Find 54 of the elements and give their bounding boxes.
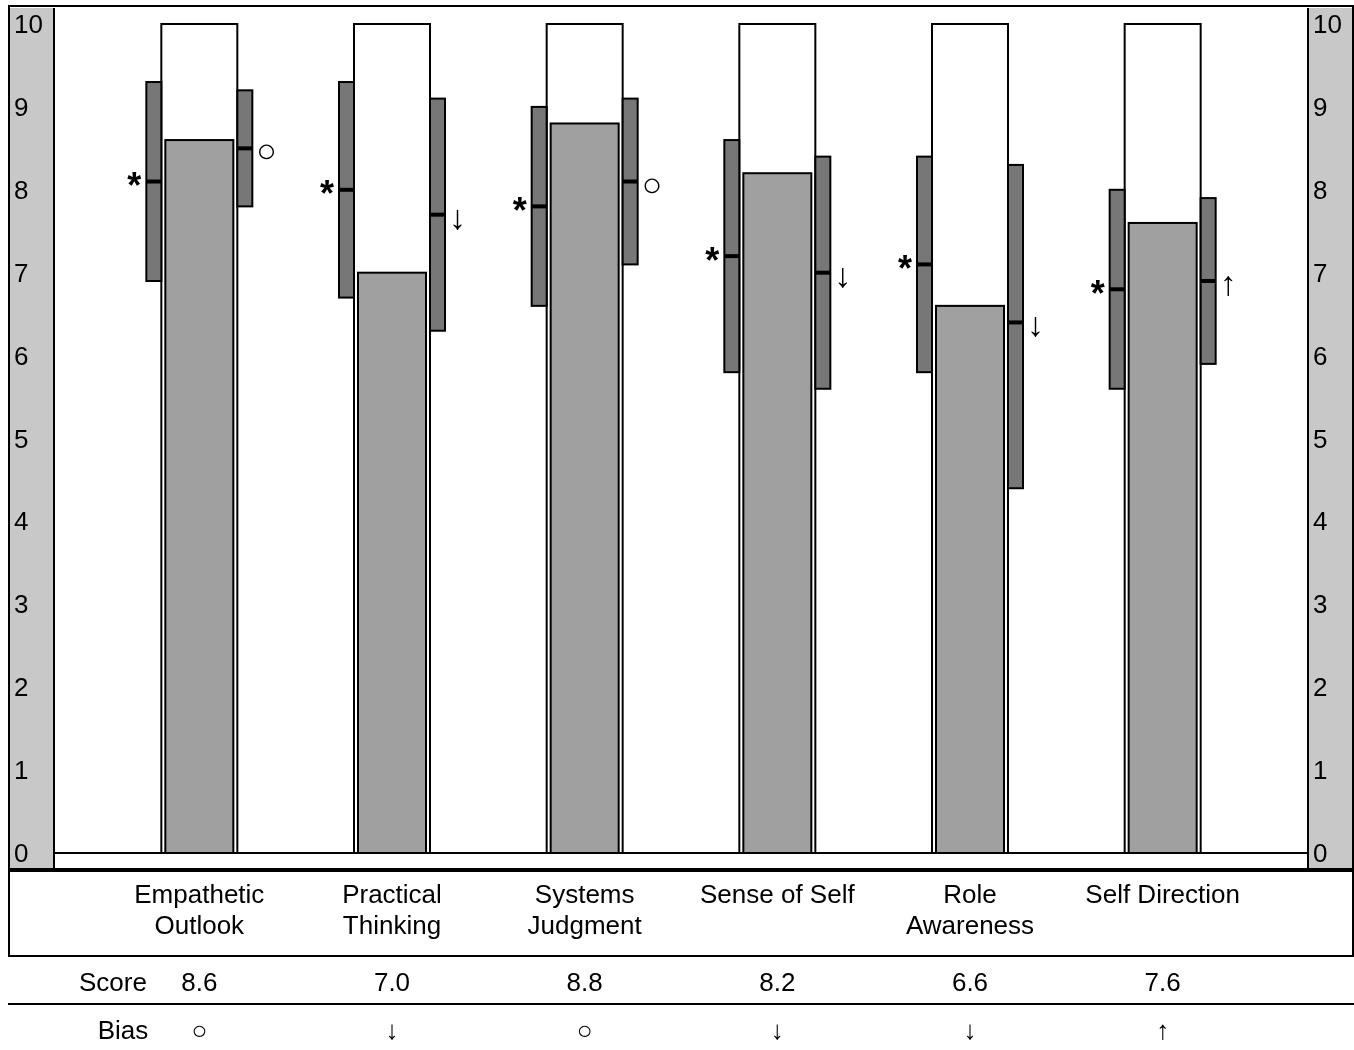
text: ↓ — [963, 1015, 977, 1045]
annotation: * — [127, 165, 142, 207]
annotation: * — [512, 189, 527, 231]
y2-tick-label: 0 — [1313, 838, 1328, 868]
data-label: 6.6 — [951, 967, 989, 997]
text: ↓ — [385, 1015, 399, 1045]
annotation: * — [1090, 272, 1105, 314]
y-tick-label: 5 — [14, 423, 29, 454]
data-label: 7.6 — [1144, 967, 1181, 997]
y2-tick-label: 5 — [1313, 423, 1328, 454]
y-tick-label: 0 — [14, 838, 29, 868]
y-tick-label: 1 — [14, 755, 29, 786]
annotation: ↓ — [834, 255, 852, 294]
x-tick-label: Role Awareness — [905, 879, 1035, 940]
y-tick-label: 7 — [14, 257, 29, 288]
y-tick-label: 6 — [14, 340, 29, 371]
x-tick-label: Self Direction — [1085, 879, 1240, 909]
y2-tick-label: 7 — [1313, 257, 1328, 288]
data-label: 8.8 — [566, 967, 603, 997]
y2-tick-label: 3 — [1313, 589, 1328, 620]
x-tick-label: Empathetic Outlook — [134, 879, 265, 940]
x-tick-label: Practical Thinking — [342, 879, 442, 940]
y-tick-label: 3 — [14, 589, 29, 620]
y2-tick-label: 4 — [1313, 506, 1328, 537]
annotation: ○ — [256, 131, 277, 170]
y2-tick-label: 1 — [1313, 755, 1328, 786]
annotation: ○ — [641, 164, 663, 203]
text: ○ — [576, 1015, 593, 1045]
y-tick-label: 8 — [14, 174, 29, 205]
data-label: 8.2 — [759, 967, 796, 997]
text: ○ — [191, 1015, 208, 1045]
y-tick-label: 2 — [14, 672, 29, 703]
annotation: ↓ — [449, 197, 466, 236]
text: ↑ — [1156, 1015, 1170, 1045]
y2-tick-label: 8 — [1313, 174, 1328, 205]
y2-tick-label: 9 — [1313, 91, 1328, 122]
y-tick-label: 9 — [14, 91, 29, 122]
y2-tick-label: 10 — [1313, 9, 1342, 39]
y-tick-label: 10 — [14, 9, 43, 39]
y2-tick-label: 2 — [1313, 672, 1328, 703]
annotation: ↑ — [1219, 263, 1237, 302]
data-label: 8.6 — [181, 967, 218, 997]
x-tick-label: Systems Judgment — [527, 879, 643, 940]
y-tick-label: 4 — [14, 506, 29, 537]
annotation: * — [319, 173, 334, 215]
annotation: * — [705, 239, 720, 281]
text: Score — [79, 967, 147, 997]
x-tick-label: Sense of Self — [700, 879, 856, 909]
annotation: * — [897, 247, 912, 289]
y2-tick-label: 6 — [1313, 340, 1328, 371]
text: Bias — [97, 1015, 149, 1045]
data-label: 7.0 — [373, 967, 411, 997]
text: ↓ — [770, 1015, 784, 1045]
annotation: ↓ — [1027, 305, 1044, 344]
